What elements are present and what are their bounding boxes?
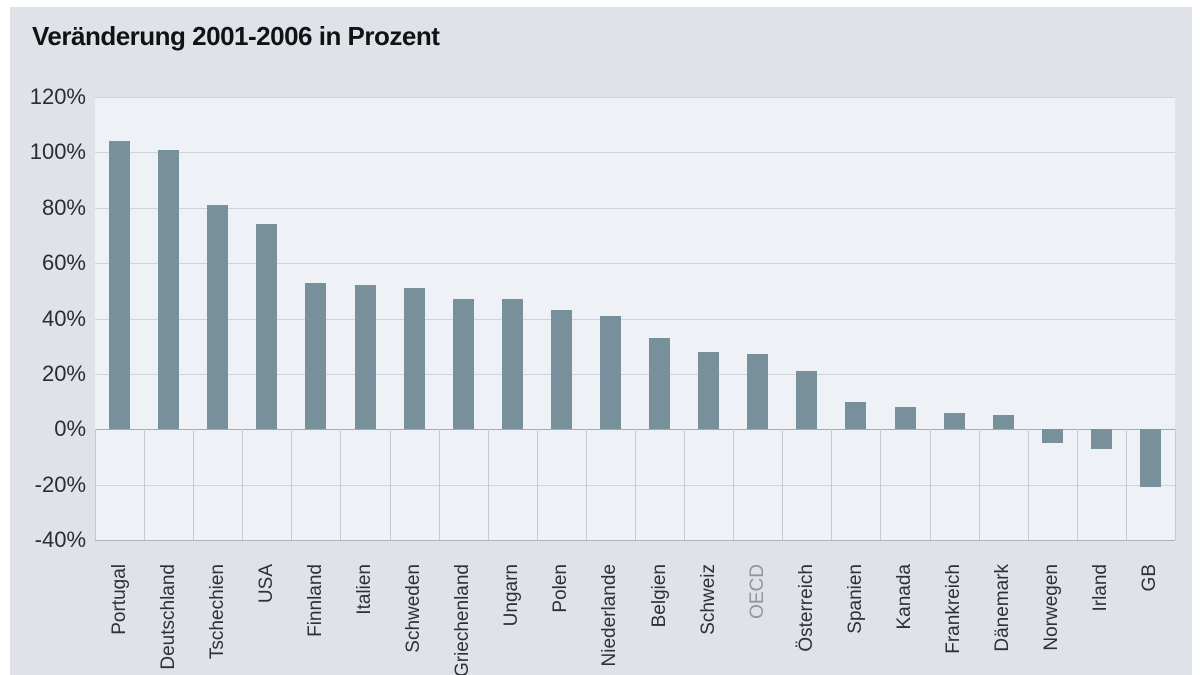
x-axis-label-gb: GB xyxy=(1139,564,1161,592)
column-separator-gridline xyxy=(782,429,784,540)
x-axis-label-spanien: Spanien xyxy=(844,564,866,634)
column-separator-gridline xyxy=(340,429,342,540)
y-axis-tick-label: 40% xyxy=(41,305,86,331)
column-separator-gridline xyxy=(438,429,440,540)
column-separator-gridline xyxy=(291,429,293,540)
bar-italien xyxy=(354,285,376,430)
column-separator-gridline xyxy=(831,429,833,540)
x-axis-label-irland: Irland xyxy=(1090,564,1112,612)
column-separator-gridline xyxy=(1027,429,1029,540)
y-axis-tick-label: 20% xyxy=(41,360,86,386)
column-separator-gridline xyxy=(684,429,686,540)
column-separator-gridline xyxy=(1175,429,1176,540)
y-axis-tick-label: 80% xyxy=(41,194,86,220)
bar-deutschland xyxy=(158,149,180,430)
gridline xyxy=(95,97,1175,98)
gridline xyxy=(95,207,1175,209)
x-axis-label-frankreich: Frankreich xyxy=(943,564,965,654)
x-axis-label-schweiz: Schweiz xyxy=(697,564,719,635)
column-separator-gridline xyxy=(389,429,391,540)
gridline xyxy=(95,373,1175,375)
bar-polen xyxy=(550,310,572,430)
gridline xyxy=(95,540,1175,541)
column-separator-gridline xyxy=(193,429,195,540)
x-axis-label-polen: Polen xyxy=(550,564,572,613)
x-axis-label-italien: Italien xyxy=(354,564,375,615)
column-separator-gridline xyxy=(929,429,931,540)
y-axis-tick-label: 60% xyxy=(41,250,86,276)
gridline xyxy=(95,318,1175,320)
bar-griechenland xyxy=(452,299,474,430)
column-separator-gridline xyxy=(1076,429,1078,540)
column-separator-gridline xyxy=(536,429,538,540)
bar-niederlande xyxy=(599,315,621,430)
x-axis-label-finnland: Finnland xyxy=(304,564,326,637)
y-axis-tick-label: 0% xyxy=(54,416,86,442)
x-axis-label-griechenland: Griechenland xyxy=(452,564,474,675)
bar-oecd xyxy=(747,354,769,430)
bar-belgien xyxy=(649,337,671,430)
bar-d-nemark xyxy=(992,415,1014,430)
bar-usa xyxy=(256,224,278,430)
chart-title: Veränderung 2001-2006 in Prozent xyxy=(32,21,440,51)
bar-gb xyxy=(1139,429,1161,488)
bar-irland xyxy=(1090,429,1112,449)
bar-norwegen xyxy=(1041,429,1063,444)
column-separator-gridline xyxy=(585,429,587,540)
bar-schweiz xyxy=(698,351,720,430)
bar-frankreich xyxy=(943,412,965,430)
x-axis-label-deutschland: Deutschland xyxy=(157,564,179,670)
bar-spanien xyxy=(845,401,867,430)
bar-kanada xyxy=(894,407,916,430)
x-axis-label-belgien: Belgien xyxy=(648,564,670,628)
y-axis-tick-label: 100% xyxy=(29,139,86,165)
gridline xyxy=(95,263,1175,265)
y-axis-tick-label: -40% xyxy=(34,527,86,552)
x-axis-label--sterreich: Österreich xyxy=(795,564,817,652)
bar--sterreich xyxy=(796,371,818,430)
bar-schweden xyxy=(403,288,425,430)
y-axis-tick-label: 120% xyxy=(29,84,86,109)
column-separator-gridline xyxy=(880,429,882,540)
column-separator-gridline xyxy=(635,429,636,540)
x-axis-label-usa: USA xyxy=(255,564,277,604)
x-axis-label-tschechien: Tschechien xyxy=(206,564,228,660)
bar-finnland xyxy=(305,282,327,430)
x-axis-label-oecd: OECD xyxy=(746,564,768,619)
x-axis-label-portugal: Portugal xyxy=(108,564,130,635)
bar-portugal xyxy=(109,141,131,430)
column-separator-gridline xyxy=(144,429,146,540)
x-axis-label-norwegen: Norwegen xyxy=(1041,564,1063,651)
column-separator-gridline xyxy=(733,429,735,540)
x-axis-label-schweden: Schweden xyxy=(403,564,425,653)
bar-ungarn xyxy=(501,299,523,430)
x-axis-label-niederlande: Niederlande xyxy=(599,564,621,667)
y-axis-tick-label: -20% xyxy=(34,471,86,497)
bar-tschechien xyxy=(207,204,229,430)
column-separator-gridline xyxy=(95,429,96,540)
column-separator-gridline xyxy=(242,429,244,540)
column-separator-gridline xyxy=(978,429,980,540)
column-separator-gridline xyxy=(1125,429,1127,540)
chart-panel: Veränderung 2001-2006 in Prozent 120% 100… xyxy=(10,7,1192,675)
column-separator-gridline xyxy=(487,429,489,540)
x-axis-label-ungarn: Ungarn xyxy=(501,564,523,627)
x-axis-label-kanada: Kanada xyxy=(894,564,915,630)
x-axis-label-d-nemark: Dänemark xyxy=(992,564,1014,652)
gridline xyxy=(95,152,1175,154)
